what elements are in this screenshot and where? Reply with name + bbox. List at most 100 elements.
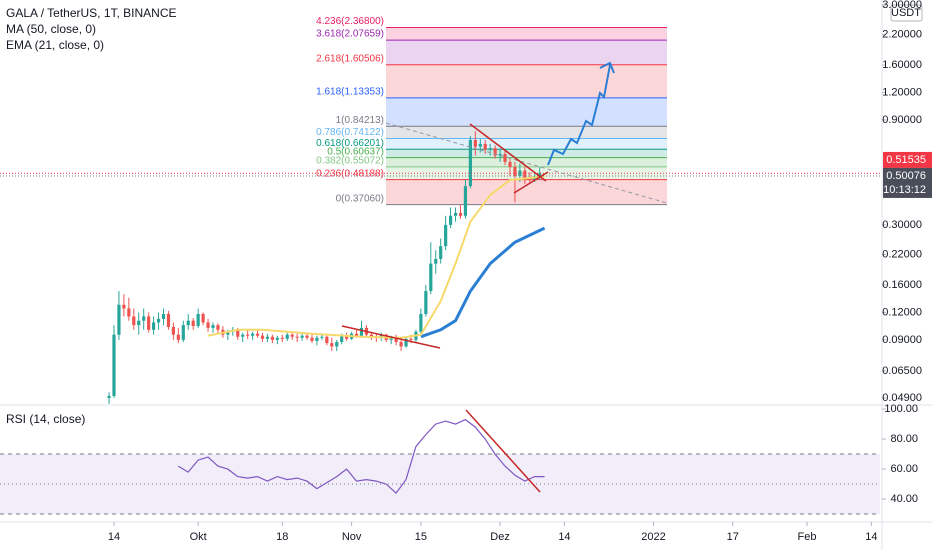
candle-body	[335, 342, 339, 347]
y-tick-label: 0.22000	[882, 248, 922, 260]
y-tick-label: 80.00	[890, 433, 918, 445]
candle-body	[226, 331, 230, 335]
fib-label: 1(0.84213)	[336, 115, 384, 126]
y-tick-label: 2.20000	[882, 28, 922, 40]
candle-body	[448, 215, 453, 225]
y-tick-label: 0.90000	[882, 114, 922, 126]
x-tick-label: Nov	[342, 531, 362, 543]
plot-area	[0, 131, 882, 515]
fib-band	[386, 40, 667, 65]
fib-band	[386, 126, 667, 139]
fib-label: 2.618(1.60506)	[316, 53, 384, 64]
candle-body	[216, 325, 220, 330]
candle-body	[473, 139, 477, 147]
currency-box[interactable]	[890, 4, 923, 22]
axes: 3.00000 2.20000 1.60000 1.20000 0.90000 0.300…	[108, 0, 932, 543]
candle-body	[117, 304, 121, 335]
candle-body	[468, 139, 472, 187]
candle-body	[394, 337, 398, 343]
candle-body	[483, 143, 487, 150]
trend-line	[341, 325, 441, 349]
y-tick-label: 60.00	[890, 463, 918, 475]
candle-body	[280, 337, 284, 339]
candle-body	[523, 170, 527, 179]
last-price-badge	[883, 151, 932, 168]
candle-body	[453, 212, 458, 216]
mark-price-label: 0.50076	[886, 170, 926, 182]
candle-body	[295, 336, 299, 338]
fib-band	[386, 97, 667, 127]
y-tick-label: 1.60000	[882, 59, 922, 71]
y-tick-label: 100.00	[884, 403, 918, 415]
y-tick-label: 1.20000	[882, 86, 922, 98]
candle-body	[127, 308, 131, 317]
candle-body	[265, 336, 270, 339]
candle-body	[359, 327, 364, 336]
candle-body	[156, 318, 161, 323]
x-tick-label: Feb	[798, 531, 817, 543]
candle-body	[285, 334, 289, 339]
candle-body	[419, 313, 423, 332]
candle-body	[122, 304, 126, 309]
y-tick-label: 0.12000	[882, 306, 922, 318]
candle-body	[493, 148, 497, 156]
candle-body	[538, 173, 542, 177]
fib-label: 0.5(0.60637)	[327, 146, 384, 157]
x-tick-label: 2022	[641, 531, 665, 543]
trend-line	[465, 409, 541, 493]
chart-title: GALA / TetherUS, 1T, BINANCE	[6, 6, 177, 20]
x-tick-label: 15	[415, 531, 427, 543]
candle-body	[112, 334, 116, 396]
x-tick-label: 14	[865, 531, 877, 543]
fib-label: 4.236(2.36800)	[316, 16, 384, 27]
candle-body	[488, 148, 492, 150]
x-tick-label: 18	[276, 531, 288, 543]
candle-body	[463, 186, 468, 216]
candle-body	[369, 334, 373, 337]
candle-body	[186, 320, 190, 326]
fib-band	[386, 157, 667, 167]
candle-body	[290, 334, 294, 337]
candle-body	[389, 337, 393, 340]
fib-label: 3.618(2.07659)	[316, 29, 384, 40]
candle-body	[458, 212, 463, 216]
candle-body	[503, 154, 507, 162]
x-tick-label: 14	[108, 531, 120, 543]
candle-body	[330, 343, 334, 347]
candle-body	[166, 313, 171, 327]
candle-body	[236, 329, 240, 337]
fib-label: 0.236(0.48188)	[316, 168, 384, 179]
fib-band	[386, 179, 667, 205]
indicator-label[interactable]: RSI (14, close)	[6, 412, 85, 426]
candle-body	[379, 334, 383, 338]
fib-label: 0.786(0.74122)	[316, 127, 384, 138]
candle-body	[345, 335, 349, 339]
candle-body	[399, 342, 403, 347]
projection-path	[547, 64, 611, 166]
candle-body	[305, 335, 309, 338]
indicator-label[interactable]: EMA (21, close, 0)	[6, 38, 104, 52]
candle-body	[320, 336, 324, 338]
currency[interactable]: USDT	[891, 7, 921, 19]
candle-body	[434, 258, 438, 264]
candle-body	[260, 335, 265, 339]
x-tick-label: 14	[558, 531, 570, 543]
y-tick-label: 0.06500	[882, 365, 922, 377]
indicator-label[interactable]: MA (50, close, 0)	[6, 22, 96, 36]
trend-line	[469, 123, 547, 182]
candle-body	[275, 337, 279, 340]
candle-body	[250, 333, 255, 336]
fib-band	[386, 138, 667, 150]
candle-body	[508, 161, 512, 167]
fib-label: 0.618(0.66201)	[316, 138, 384, 149]
y-tick-label: 0.04900	[882, 392, 922, 404]
candle-body	[354, 333, 359, 336]
candle-body	[300, 335, 304, 338]
candle-body	[429, 263, 433, 292]
candle-body	[147, 316, 151, 330]
candle-body	[255, 333, 260, 336]
candle-body	[439, 246, 443, 259]
candle-body	[315, 337, 319, 341]
candle-body	[270, 336, 274, 340]
